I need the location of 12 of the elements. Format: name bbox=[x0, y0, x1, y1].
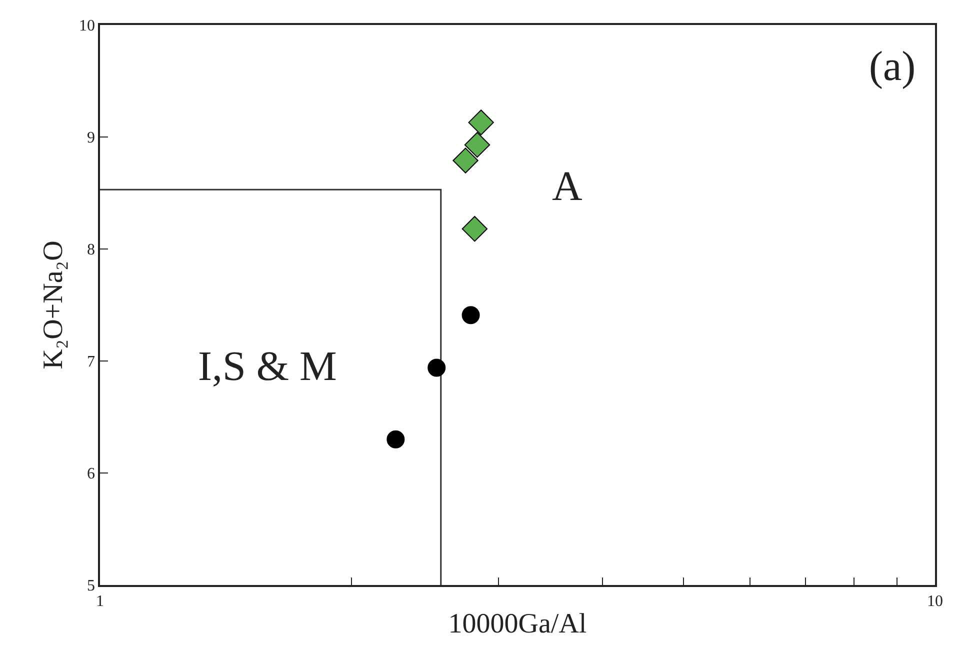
y-tick-label: 10 bbox=[79, 18, 96, 35]
y-tick-label: 8 bbox=[87, 242, 96, 259]
x-axis-title: 10000Ga/Al bbox=[448, 608, 587, 640]
y-axis-title: K₂O+Na₂O bbox=[38, 240, 70, 370]
y-tick-label: 7 bbox=[87, 354, 96, 371]
y-tick-label: 9 bbox=[87, 130, 96, 147]
y-tick-label: 5 bbox=[87, 578, 96, 595]
x-tick-label: 1 bbox=[96, 592, 104, 610]
annotation: A bbox=[552, 164, 583, 210]
y-tick-label: 6 bbox=[87, 466, 96, 483]
annotation: I,S & M bbox=[198, 344, 337, 390]
annotation: (a) bbox=[869, 44, 916, 90]
